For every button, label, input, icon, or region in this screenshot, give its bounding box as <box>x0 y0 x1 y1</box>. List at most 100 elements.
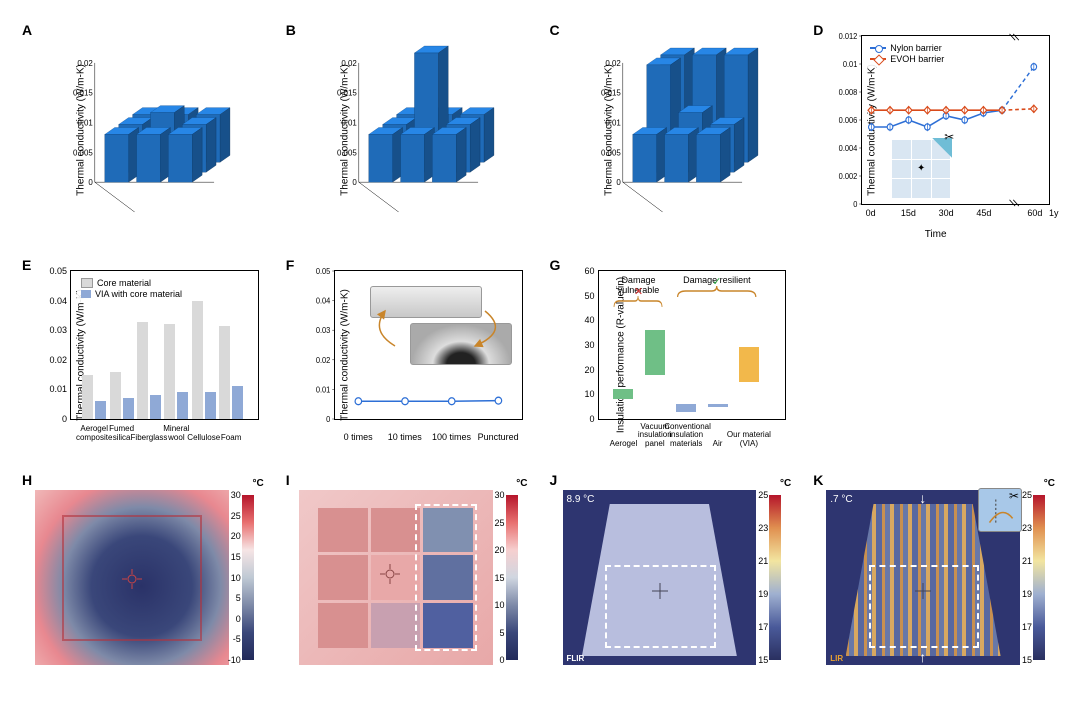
svg-text:0.004: 0.004 <box>839 144 858 154</box>
thermal-image: ↓ ↑ .7 °C LIR <box>826 490 1020 665</box>
colorbar-tick: 17 <box>1022 622 1032 632</box>
colorbar-unit: °C <box>780 478 791 489</box>
legend-label: EVOH barrier <box>890 54 944 64</box>
panel-C: C Thermal conductivity (W/m-K) 00.005 0.… <box>548 20 797 240</box>
bars: Aerogel compositeFumed silicaFiberglassM… <box>71 271 258 419</box>
legend-item: EVOH barrier <box>870 54 944 64</box>
colorbar-tick: 23 <box>758 523 768 533</box>
data-series <box>355 397 502 404</box>
y-ticks: 00.005 0.010.015 0.02 <box>337 59 357 187</box>
inset-schematic <box>978 488 1022 532</box>
panel-label: A <box>22 22 32 38</box>
svg-text:0: 0 <box>88 178 93 187</box>
svg-text:0.015: 0.015 <box>73 89 93 98</box>
colorbar-tick: 5 <box>236 593 241 603</box>
colorbar-tick: 15 <box>494 573 504 583</box>
overlay-temp: .7 °C <box>830 494 852 505</box>
panel-B: B Thermal conductivity (W/m-K) 00.005 0.… <box>284 20 533 240</box>
colorbar-tick: 15 <box>231 552 241 562</box>
flir-logo: LIR <box>830 654 843 663</box>
panel-label: E <box>22 257 31 273</box>
svg-text:0.015: 0.015 <box>337 89 357 98</box>
y-ticks: 00.005 0.010.015 0.02 <box>73 59 93 187</box>
colorbar-unit: °C <box>1044 478 1055 489</box>
colorbar-tick: 5 <box>499 628 504 638</box>
crosshair-icon <box>380 564 400 584</box>
colorbar-tick: 23 <box>1022 523 1032 533</box>
figure-grid: A Thermal conductivity (W/m-K) 00.005 0.… <box>20 20 1060 670</box>
colorbar-unit: °C <box>516 478 527 489</box>
bar <box>192 301 203 419</box>
bar <box>123 398 134 419</box>
svg-text:0.012: 0.012 <box>839 32 858 42</box>
colorbar-tick: 25 <box>758 490 768 500</box>
bar <box>150 395 161 419</box>
bar <box>137 322 148 419</box>
arrow-up-icon: ↑ <box>919 649 926 665</box>
line-chart: 00.010.020.030.040.05 0 times10 times100… <box>334 270 523 420</box>
bars-3d <box>105 106 230 183</box>
grouped-bar-chart: Core material VIA with core material Aer… <box>70 270 259 420</box>
crosshair-icon <box>122 569 142 589</box>
colorbar-tick: 0 <box>499 655 504 665</box>
svg-text:0.005: 0.005 <box>73 148 93 157</box>
svg-text:0.01: 0.01 <box>77 119 93 128</box>
range-bar <box>739 347 759 382</box>
svg-text:0.02: 0.02 <box>341 59 357 68</box>
bars-3d <box>632 48 757 182</box>
colorbar-tick: 20 <box>231 531 241 541</box>
svg-text:0.02: 0.02 <box>605 59 621 68</box>
range-bar <box>645 330 665 374</box>
colorbar-tick: 21 <box>758 556 768 566</box>
line-chart: 00.0020.0040.0060.0080.010.012 Nylon bar… <box>861 35 1050 205</box>
panel-K: K °C ↓ ↑ .7 °C LIR 252321191715 <box>811 470 1060 670</box>
panel-E: E Thermal conductivity (W/m-K) Core mate… <box>20 255 269 455</box>
range-bar-chart: AerogelVacuum insulation panelConvention… <box>598 270 787 420</box>
svg-text:0.006: 0.006 <box>839 116 858 126</box>
inset-photo-flat <box>370 286 482 318</box>
colorbar-tick: 21 <box>1022 556 1032 566</box>
bars-3d <box>369 46 494 182</box>
svg-text:0.015: 0.015 <box>600 89 620 98</box>
svg-text:0.05: 0.05 <box>316 267 331 276</box>
svg-text:0.005: 0.005 <box>337 148 357 157</box>
legend: Nylon barrier EVOH barrier <box>866 40 948 67</box>
colorbar-tick: 17 <box>758 622 768 632</box>
colorbar-unit: °C <box>253 478 264 489</box>
range-bars: AerogelVacuum insulation panelConvention… <box>599 271 786 419</box>
thermal-image <box>299 490 493 665</box>
svg-text:0: 0 <box>616 178 621 187</box>
colorbar-tick: -10 <box>228 655 241 665</box>
bar3d-chart: 00.005 0.010.015 0.02 <box>329 40 528 215</box>
bar <box>232 386 243 419</box>
panel-label: H <box>22 472 32 488</box>
panel-J: J °C 8.9 °C FLIR 252321191715 <box>548 470 797 670</box>
colorbar-tick: 10 <box>231 573 241 583</box>
range-bar <box>676 404 696 411</box>
colorbar <box>769 495 781 660</box>
bar <box>95 401 106 419</box>
svg-text:0: 0 <box>326 415 330 424</box>
colorbar <box>242 495 254 660</box>
crosshair-icon <box>913 581 933 601</box>
thermal-image: 8.9 °C FLIR <box>563 490 757 665</box>
category-label: Our material (VIA) <box>727 431 771 449</box>
x-axis-label: Time <box>925 229 947 240</box>
panel-label: G <box>550 257 561 273</box>
colorbar-tick: 10 <box>494 600 504 610</box>
crosshair-icon: ✦ <box>917 163 925 174</box>
panel-label: K <box>813 472 823 488</box>
svg-text:0.01: 0.01 <box>605 119 621 128</box>
panel-D: D Thermal conductivity (W/m-K) 00.0020.0… <box>811 20 1060 240</box>
panel-label: D <box>813 22 823 38</box>
bar3d-chart: 00.005 0.010.015 0.02 <box>593 40 792 215</box>
colorbar-tick: 25 <box>494 518 504 528</box>
bar <box>82 375 93 419</box>
legend-item: Nylon barrier <box>870 43 944 53</box>
colorbar-tick: -5 <box>233 634 241 644</box>
colorbar-tick: 25 <box>231 511 241 521</box>
svg-text:0.01: 0.01 <box>843 60 858 70</box>
crosshair-icon <box>650 581 670 601</box>
colorbar-tick: 0 <box>236 614 241 624</box>
bar <box>110 372 121 419</box>
